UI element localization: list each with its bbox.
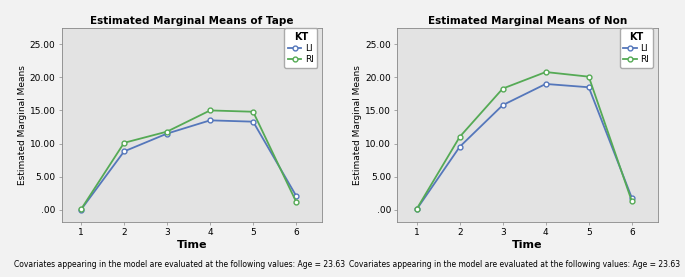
- Legend: LI, RI: LI, RI: [620, 28, 653, 68]
- Legend: LI, RI: LI, RI: [284, 28, 317, 68]
- X-axis label: Time: Time: [177, 240, 207, 250]
- X-axis label: Time: Time: [512, 240, 543, 250]
- Title: Estimated Marginal Means of Non: Estimated Marginal Means of Non: [428, 16, 627, 25]
- Title: Estimated Marginal Means of Tape: Estimated Marginal Means of Tape: [90, 16, 294, 25]
- Text: Covariates appearing in the model are evaluated at the following values: Age = 2: Covariates appearing in the model are ev…: [349, 260, 680, 269]
- Y-axis label: Estimated Marginal Means: Estimated Marginal Means: [18, 65, 27, 184]
- Y-axis label: Estimated Marginal Means: Estimated Marginal Means: [353, 65, 362, 184]
- Text: Covariates appearing in the model are evaluated at the following values: Age = 2: Covariates appearing in the model are ev…: [14, 260, 345, 269]
